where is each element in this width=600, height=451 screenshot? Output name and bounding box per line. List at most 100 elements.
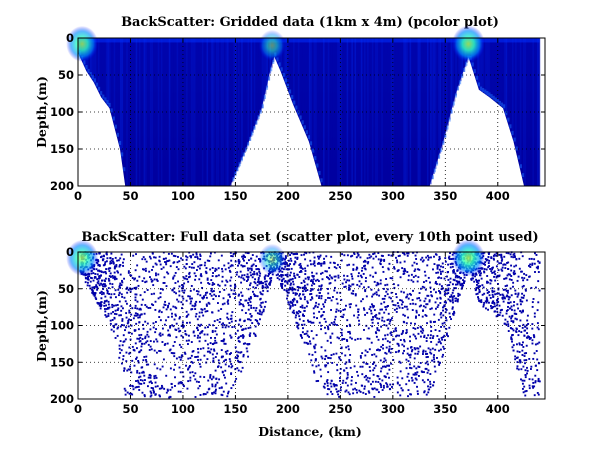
scatter-point <box>217 295 220 298</box>
scatter-point <box>514 312 517 315</box>
scatter-point <box>324 355 327 358</box>
scatter-point <box>476 286 479 289</box>
scatter-point <box>188 272 191 275</box>
scatter-point <box>138 308 141 311</box>
scatter-point <box>409 302 412 305</box>
scatter-point <box>493 310 496 313</box>
scatter-point <box>147 363 150 366</box>
scatter-point <box>213 293 216 296</box>
scatter-point <box>197 290 200 293</box>
scatter-point <box>388 364 390 367</box>
scatter-point <box>396 270 399 273</box>
scatter-point <box>352 289 355 292</box>
scatter-point <box>229 279 232 282</box>
scatter-point <box>352 268 355 271</box>
scatter-point <box>108 306 111 309</box>
scatter-point <box>188 321 191 324</box>
scatter-point <box>210 348 213 351</box>
scatter-point <box>445 308 448 311</box>
scatter-point <box>429 351 432 354</box>
scatter-point <box>396 334 399 337</box>
scatter-point <box>351 254 354 257</box>
scatter-point <box>224 326 227 329</box>
scatter-point <box>217 274 220 277</box>
scatter-point <box>295 252 298 255</box>
scatter-point <box>440 265 442 268</box>
scatter-point <box>392 283 395 286</box>
scatter-point <box>94 273 97 275</box>
scatter-point <box>127 331 130 334</box>
scatter-point <box>128 352 131 355</box>
scatter-point <box>419 335 422 338</box>
scatter-point <box>515 258 518 261</box>
scatter-point <box>509 253 512 256</box>
scatter-point <box>230 314 233 317</box>
scatter-point <box>227 392 229 395</box>
hotspot <box>451 239 485 277</box>
scatter-point <box>215 275 218 278</box>
scatter-point <box>236 329 239 332</box>
scatter-point <box>109 322 112 325</box>
scatter-point <box>117 307 120 310</box>
scatter-point <box>392 303 395 306</box>
heatmap-cell <box>356 38 358 186</box>
heatmap-cell <box>257 115 260 120</box>
scatter-point <box>523 355 526 357</box>
scatter-point <box>173 261 176 264</box>
scatter-point <box>408 354 411 357</box>
scatter-point <box>245 262 248 265</box>
scatter-point <box>389 387 392 390</box>
scatter-point <box>173 341 176 343</box>
scatter-point <box>136 300 139 303</box>
scatter-point <box>367 261 370 263</box>
scatter-point <box>531 263 534 266</box>
scatter-point <box>508 273 511 276</box>
scatter-point <box>202 347 205 350</box>
scatter-point <box>161 341 164 343</box>
scatter-point <box>314 343 317 346</box>
scatter-point <box>322 311 325 313</box>
scatter-point <box>336 324 338 326</box>
scatter-point <box>524 288 527 291</box>
scatter-point <box>537 379 540 382</box>
scatter-point <box>518 342 521 345</box>
scatter-point <box>377 289 380 292</box>
scatter-point <box>115 304 117 307</box>
scatter-point <box>478 299 481 302</box>
scatter-point <box>336 390 339 393</box>
scatter-point <box>410 350 413 353</box>
chart-title: BackScatter: Gridded data (1km x 4m) (pc… <box>121 15 499 30</box>
scatter-point <box>522 346 525 348</box>
scatter-point <box>141 258 144 261</box>
scatter-point <box>143 291 146 294</box>
scatter-point <box>523 294 526 297</box>
scatter-point <box>239 351 242 354</box>
heatmap-cell <box>496 99 499 104</box>
scatter-point <box>290 278 293 281</box>
scatter-point <box>226 280 229 283</box>
scatter-point <box>186 314 189 317</box>
scatter-point <box>365 295 368 298</box>
scatter-point <box>234 260 237 263</box>
scatter-point <box>182 297 185 300</box>
scatter-point <box>252 290 254 293</box>
scatter-point <box>501 258 504 261</box>
scatter-point <box>507 301 510 304</box>
scatter-point <box>326 382 329 385</box>
scatter-point <box>314 279 317 282</box>
scatter-point <box>101 279 104 282</box>
scatter-point <box>289 305 292 308</box>
scatter-point <box>323 261 326 263</box>
scatter-point <box>155 351 158 354</box>
scatter-point <box>354 381 357 384</box>
scatter-point <box>181 381 183 384</box>
scatter-point <box>138 350 141 353</box>
scatter-point <box>240 351 243 354</box>
heatmap-cell <box>97 38 100 91</box>
scatter-point <box>239 335 242 338</box>
scatter-point <box>225 382 228 385</box>
scatter-point <box>322 303 325 306</box>
scatter-point <box>405 383 408 386</box>
scatter-point <box>284 265 287 268</box>
scatter-point <box>200 281 203 284</box>
